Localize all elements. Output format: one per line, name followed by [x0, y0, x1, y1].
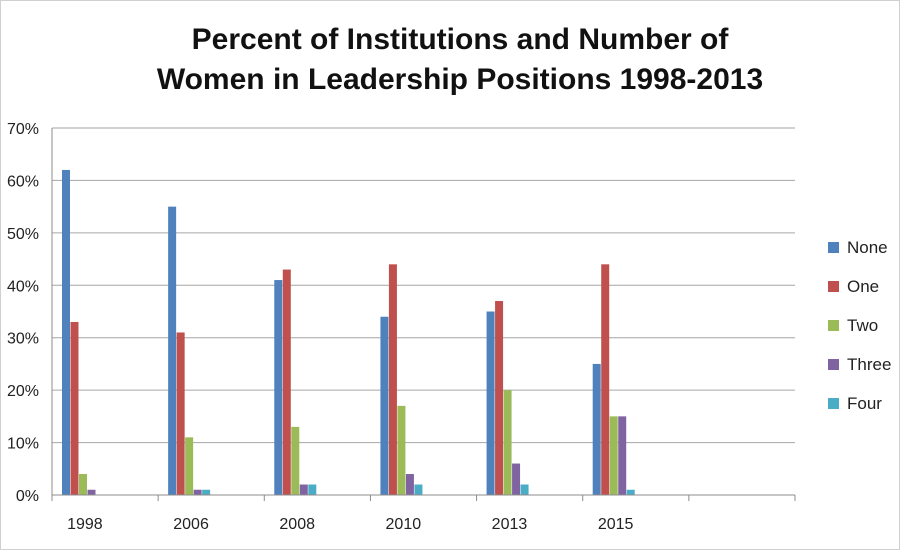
gridlines: [52, 127, 795, 444]
bar: [495, 301, 504, 495]
x-tick-label: 2015: [598, 516, 634, 533]
bar: [202, 489, 211, 495]
legend-label: None: [847, 238, 888, 257]
bar: [168, 206, 177, 495]
bar: [79, 474, 87, 495]
bar: [626, 489, 635, 495]
chart-title-line-2: Women in Leadership Positions 1998-2013: [156, 63, 764, 96]
legend-swatch: [828, 320, 839, 331]
y-tick-label: 10%: [7, 436, 39, 453]
bar: [592, 363, 601, 495]
x-tick-label: 2013: [492, 516, 528, 533]
bar: [87, 489, 96, 495]
chart-title: Percent of Institutions and Number of Wo…: [0, 20, 900, 100]
bar: [308, 484, 317, 495]
bar: [299, 484, 308, 495]
y-tick-label: 0%: [16, 488, 39, 505]
axes: [51, 128, 796, 501]
x-tick-label: 2006: [173, 516, 209, 533]
x-tick-label: 1998: [67, 516, 103, 533]
legend-swatch: [828, 281, 839, 292]
bar: [397, 405, 406, 495]
bar: [601, 264, 610, 495]
bar: [291, 426, 300, 495]
bars: [62, 169, 635, 495]
y-tick-label: 30%: [7, 331, 39, 348]
x-axis-tick-labels: 1998 2006 2008 2010 2013 2015: [67, 516, 633, 533]
bar: [618, 416, 627, 495]
bar: [609, 416, 618, 495]
bar: [380, 316, 389, 495]
legend-label: One: [847, 277, 879, 296]
bar: [62, 169, 70, 495]
bar: [274, 280, 283, 495]
bar: [70, 321, 79, 495]
x-tick-label: 2008: [279, 516, 315, 533]
bar: [193, 489, 202, 495]
bar: [512, 463, 521, 495]
y-axis-tick-labels: 0% 10% 20% 30% 40% 50% 60% 70%: [7, 121, 39, 505]
legend-label: Two: [847, 316, 878, 335]
y-tick-label: 60%: [7, 173, 39, 190]
bar: [176, 332, 185, 495]
y-tick-label: 20%: [7, 383, 39, 400]
legend-label: Four: [847, 394, 882, 413]
x-tick-label: 2010: [386, 516, 422, 533]
bar: [503, 390, 512, 495]
y-tick-label: 40%: [7, 278, 39, 295]
bar: [414, 484, 423, 495]
legend: None One Two Three Four: [828, 238, 891, 413]
legend-swatch: [828, 398, 839, 409]
y-tick-label: 70%: [7, 121, 39, 138]
chart-title-line-1: Percent of Institutions and Number of: [191, 23, 729, 56]
bar: [486, 311, 495, 495]
legend-swatch: [828, 242, 839, 253]
legend-swatch: [828, 359, 839, 370]
bar: [405, 474, 414, 495]
bar: [520, 484, 529, 495]
bar: [282, 269, 291, 495]
bar: [388, 264, 397, 495]
legend-label: Three: [847, 355, 891, 374]
y-tick-label: 50%: [7, 226, 39, 243]
bar: [185, 437, 194, 495]
